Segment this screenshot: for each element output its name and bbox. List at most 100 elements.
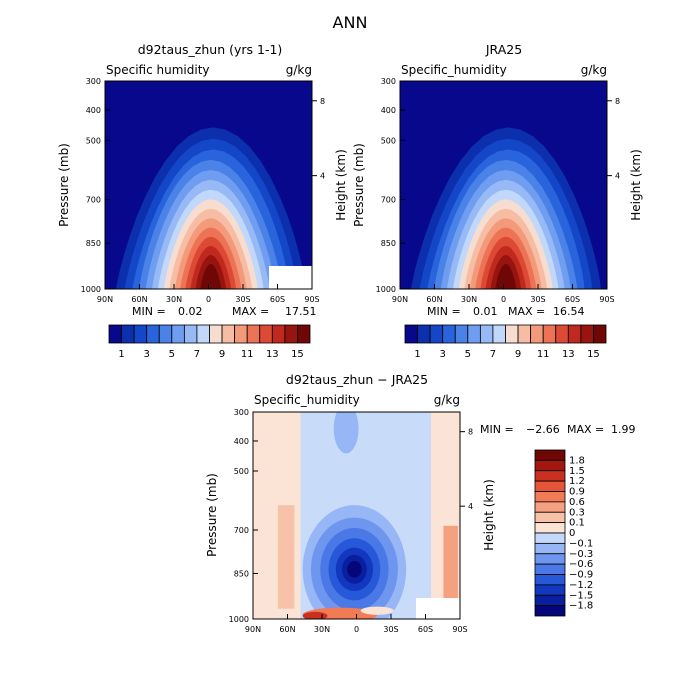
panel-model-units: g/kg [286, 63, 312, 77]
panel-obs-max-label: MAX = [508, 305, 545, 318]
contour-band [200, 264, 222, 289]
colorbar-swatch [133, 324, 148, 344]
colorbar-label: 0.1 [569, 518, 585, 529]
panel-diff-ylabel: Pressure (mb) [205, 473, 219, 557]
panel-model-subtitle-left: Specific humidity [106, 63, 210, 77]
panel-model-ylabel: Pressure (mb) [57, 143, 71, 227]
y-tick-label: 700 [234, 526, 249, 535]
height-tick-label: 8 [468, 428, 473, 437]
height-tick-label: 4 [615, 172, 620, 181]
colorbar-swatch [534, 532, 566, 544]
y-tick-label: 850 [86, 239, 101, 248]
colorbar-swatch [442, 324, 456, 344]
colorbar-swatch [534, 553, 566, 565]
colorbar-swatch [534, 605, 566, 617]
y-tick-label: 850 [234, 569, 249, 578]
contour-band [347, 561, 362, 578]
colorbar-swatch [593, 324, 607, 344]
colorbar-swatch [534, 522, 566, 534]
colorbar-label: 1.5 [569, 466, 585, 477]
x-tick-label: 90N [245, 625, 261, 634]
panel-diff-min-label: MIN = [480, 423, 514, 436]
y-tick-label: 500 [86, 136, 101, 145]
figure-title: ANN [333, 13, 368, 32]
panel-diff-contours [253, 412, 460, 619]
x-tick-label: 30N [166, 295, 182, 304]
x-tick-label: 30N [314, 625, 330, 634]
colorbar-swatch [555, 324, 569, 344]
colorbar-swatch [183, 324, 198, 344]
y-tick-label: 500 [234, 467, 249, 476]
panel-obs-subtitle-left: Specific_humidity [401, 63, 507, 77]
y-tick-label: 400 [381, 106, 396, 115]
height-tick-label: 4 [320, 172, 325, 181]
x-tick-label: 60N [426, 295, 442, 304]
x-tick-label: 90N [392, 295, 408, 304]
contour-band [277, 505, 295, 609]
panel-diff: d92taus_zhun − JRA25 Specific_humidity g… [205, 372, 636, 634]
colorbar-label: −1.5 [569, 590, 593, 601]
panel-model-ylabel-right: Height (km) [334, 149, 348, 220]
colorbar-swatch [234, 324, 248, 344]
colorbar-label: 7 [194, 349, 200, 360]
colorbar-swatch [417, 324, 431, 344]
colorbar-swatch [530, 324, 544, 344]
panel-model-title: d92taus_zhun (yrs 1-1) [138, 42, 283, 57]
colorbar-swatch [404, 324, 418, 344]
panel-model-contours [105, 81, 312, 289]
height-tick-label: 4 [468, 502, 473, 511]
colorbar-label: −0.9 [569, 570, 593, 581]
panel-diff-max-label: MAX = [567, 423, 604, 436]
panel-model-colorbar: 1 3 5 7 9 11 13 15 [108, 324, 311, 360]
colorbar-swatch [534, 480, 566, 492]
panel-obs-ylabel: Pressure (mb) [352, 143, 366, 227]
colorbar-swatch [196, 324, 210, 344]
x-tick-label: 60N [131, 295, 147, 304]
colorbar-label: 0.3 [569, 507, 585, 518]
panel-diff-subtitle-left: Specific_humidity [254, 393, 360, 407]
colorbar-swatch [158, 324, 173, 344]
colorbar-swatch [534, 563, 566, 575]
x-tick-label: 0 [354, 625, 359, 634]
colorbar-label: −0.6 [569, 559, 593, 570]
panel-obs-axes: 90N 60N 30N 0 30S 60S 90S 300 400 500 700 850 1000 8 4 [376, 77, 620, 304]
panel-diff-missing-region [416, 598, 460, 619]
colorbar-swatch [429, 324, 444, 344]
panel-model-missing-region [269, 266, 312, 289]
panel-diff-axes: 90N 60N 30N 0 30S 60S 90S 300 400 500 700 850 1000 8 4 [229, 408, 473, 634]
colorbar-label: 9 [219, 349, 225, 360]
colorbar-label: 7 [490, 349, 496, 360]
x-tick-label: 60S [565, 295, 580, 304]
colorbar-swatch [580, 324, 594, 344]
colorbar-swatch [517, 324, 532, 344]
panel-diff-title: d92taus_zhun − JRA25 [286, 372, 428, 387]
y-tick-label: 300 [381, 77, 396, 86]
panel-obs-contours [400, 81, 607, 289]
x-tick-label: 60S [270, 295, 285, 304]
colorbar-swatch [284, 324, 298, 344]
colorbar-label: 0.9 [569, 487, 585, 498]
x-tick-label: 0 [501, 295, 506, 304]
panel-model-min-label: MIN = [132, 305, 166, 318]
colorbar-swatch [534, 511, 566, 524]
contour-band [443, 525, 458, 599]
colorbar-swatch [146, 324, 160, 344]
panel-diff-units: g/kg [434, 393, 460, 407]
panel-model: d92taus_zhun (yrs 1-1) Specific humidity… [57, 42, 348, 360]
contour-band [333, 412, 359, 454]
x-tick-label: 30S [235, 295, 250, 304]
colorbar-swatch [534, 449, 566, 461]
panel-diff-min-value: −2.66 [526, 423, 560, 436]
panel-model-axes: 90N 60N 30N 0 30S 60S 90S 300 400 500 700 850 1000 8 4 [81, 77, 325, 304]
colorbar-swatch [534, 584, 566, 596]
colorbar-label: −0.1 [569, 538, 593, 549]
y-tick-label: 700 [381, 196, 396, 205]
panel-obs-max-value: 16.54 [553, 305, 585, 318]
colorbar-swatch [505, 324, 519, 344]
colorbar-label: 5 [169, 349, 175, 360]
y-tick-label: 850 [381, 239, 396, 248]
x-tick-label: 0 [206, 295, 211, 304]
height-tick-label: 8 [320, 97, 325, 106]
colorbar-swatch [271, 324, 286, 344]
colorbar-swatch [297, 324, 311, 344]
